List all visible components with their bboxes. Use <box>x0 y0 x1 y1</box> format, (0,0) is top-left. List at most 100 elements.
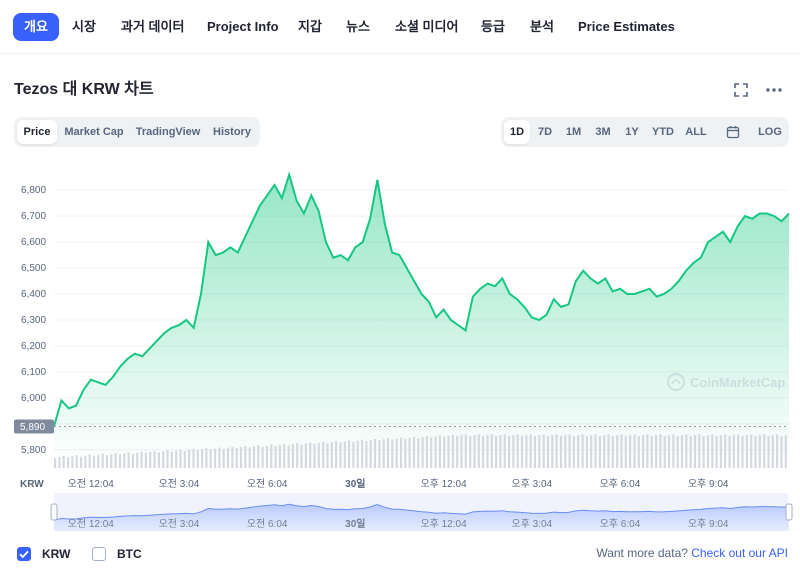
volume-bar <box>183 450 186 468</box>
volume-bar <box>304 443 307 468</box>
range-1m[interactable]: 1M <box>565 126 582 138</box>
legend-btc[interactable]: BTC <box>92 544 142 564</box>
range-all[interactable]: ALL <box>685 126 707 138</box>
volume-bar <box>529 434 532 468</box>
volume-bar <box>715 436 718 468</box>
volume-bar <box>732 435 735 468</box>
volume-bar <box>693 435 697 468</box>
y-tick-label: 6,600 <box>21 237 46 248</box>
nav-ratings[interactable]: 등급 <box>481 19 505 34</box>
volume-bar <box>287 445 290 468</box>
volume-bar <box>616 435 619 468</box>
calendar-button[interactable] <box>720 120 746 144</box>
volume-bar <box>382 439 385 468</box>
volume-bar <box>434 436 437 468</box>
volume-bar <box>339 442 342 468</box>
range-7d[interactable]: 7D <box>537 126 553 138</box>
navigator-tick-label: 오전 6:04 <box>247 518 288 530</box>
tab-history[interactable]: History <box>213 126 251 138</box>
volume-bar <box>451 434 454 468</box>
price-line <box>53 171 790 427</box>
volume-bar <box>776 434 779 468</box>
range-1y[interactable]: 1Y <box>625 126 639 138</box>
volume-bar <box>214 448 217 468</box>
volume-bar <box>477 434 480 468</box>
range-3m[interactable]: 3M <box>595 126 611 138</box>
volume-bar <box>408 437 411 468</box>
nav-news[interactable]: 뉴스 <box>346 19 370 34</box>
volume-bar <box>226 447 230 468</box>
volume-bar <box>265 445 269 468</box>
price-chart: 5,800 6,000 6,100 6,200 6,300 6,400 6,500 6,600… <box>14 171 793 531</box>
legend-krw[interactable]: KRW <box>17 544 70 564</box>
volume-bar <box>261 446 264 468</box>
y-tick-label: 6,000 <box>21 393 46 404</box>
navigator-line <box>53 503 790 521</box>
range-1d[interactable]: 1D <box>504 120 530 144</box>
volume-bar <box>192 448 195 468</box>
nav-analysis[interactable]: 분석 <box>530 19 554 34</box>
volume-bar <box>447 435 450 468</box>
calendar-icon <box>726 126 740 139</box>
volume-bar <box>123 453 126 468</box>
nav-wallets[interactable]: 지갑 <box>298 19 322 34</box>
volume-bar <box>335 441 338 468</box>
navigator-tick-label: 오후 3:04 <box>511 518 552 530</box>
volume-bar <box>170 451 173 468</box>
volume-bar <box>218 447 221 468</box>
volume-bar <box>252 446 256 468</box>
range-tabs: 1D 7D 1M 3M 1Y YTD ALL LOG <box>501 117 789 147</box>
api-link[interactable]: Check out our API <box>691 546 788 560</box>
navigator-right-handle[interactable] <box>785 503 793 521</box>
y-tick-label: 6,100 <box>21 367 46 378</box>
tab-market-cap[interactable]: Market Cap <box>64 126 124 138</box>
volume-bar <box>399 437 403 468</box>
volume-bar <box>365 441 368 468</box>
tab-tradingview[interactable]: TradingView <box>135 126 201 138</box>
volume-bar <box>412 436 416 468</box>
volume-bar <box>620 434 623 468</box>
legend-krw-checkbox[interactable] <box>17 547 31 561</box>
volume-bar <box>196 450 199 468</box>
volume-bar <box>391 439 394 468</box>
navigator-tick-label: 오전 3:04 <box>159 518 200 530</box>
volume-bar <box>456 436 459 468</box>
volume-bar <box>395 438 398 468</box>
volume-bar <box>495 436 498 468</box>
volume-bar <box>92 455 96 468</box>
nav-historical-data[interactable]: 과거 데이터 <box>121 19 185 34</box>
volume-bar <box>84 455 87 468</box>
chart-type-tabs: Price Market Cap TradingView History <box>14 117 260 147</box>
nav-markets[interactable]: 시장 <box>72 19 96 34</box>
range-navigator[interactable]: 오전 12:04 오전 3:04 오전 6:04 30일 오후 12:04 오후 3:04… <box>50 493 793 531</box>
volume-bar <box>356 440 359 468</box>
log-scale-toggle[interactable]: LOG <box>758 126 782 138</box>
fullscreen-icon[interactable] <box>731 80 751 100</box>
volume-bar <box>309 442 312 468</box>
volume-bar <box>745 435 748 468</box>
volume-bar <box>637 436 640 468</box>
x-tick-label: 오후 9:04 <box>688 478 729 490</box>
nav-social-media[interactable]: 소셜 미디어 <box>395 19 459 34</box>
y-tick-label: 6,300 <box>21 315 46 326</box>
volume-bar <box>689 436 692 468</box>
x-tick-label: 30일 <box>345 477 365 490</box>
nav-price-estimates[interactable]: Price Estimates <box>578 19 675 34</box>
volume-bar <box>438 435 441 468</box>
volume-bar <box>741 436 744 468</box>
legend-btc-checkbox[interactable] <box>92 547 106 561</box>
nav-project-info[interactable]: Project Info <box>207 19 279 34</box>
volume-bar <box>572 436 575 468</box>
chart-title: Tezos 대 KRW 차트 <box>14 81 154 98</box>
volume-bar <box>512 435 515 468</box>
volume-bar <box>244 446 247 468</box>
volume-bar <box>348 440 351 468</box>
range-ytd[interactable]: YTD <box>652 126 674 138</box>
volume-bar <box>460 435 463 468</box>
volume-bar <box>763 434 766 468</box>
nav-overview[interactable]: 개요 <box>13 13 59 41</box>
navigator-left-handle[interactable] <box>50 503 58 521</box>
volume-bar <box>581 434 584 468</box>
tab-price[interactable]: Price <box>17 120 57 144</box>
more-dots-icon[interactable] <box>764 80 784 100</box>
